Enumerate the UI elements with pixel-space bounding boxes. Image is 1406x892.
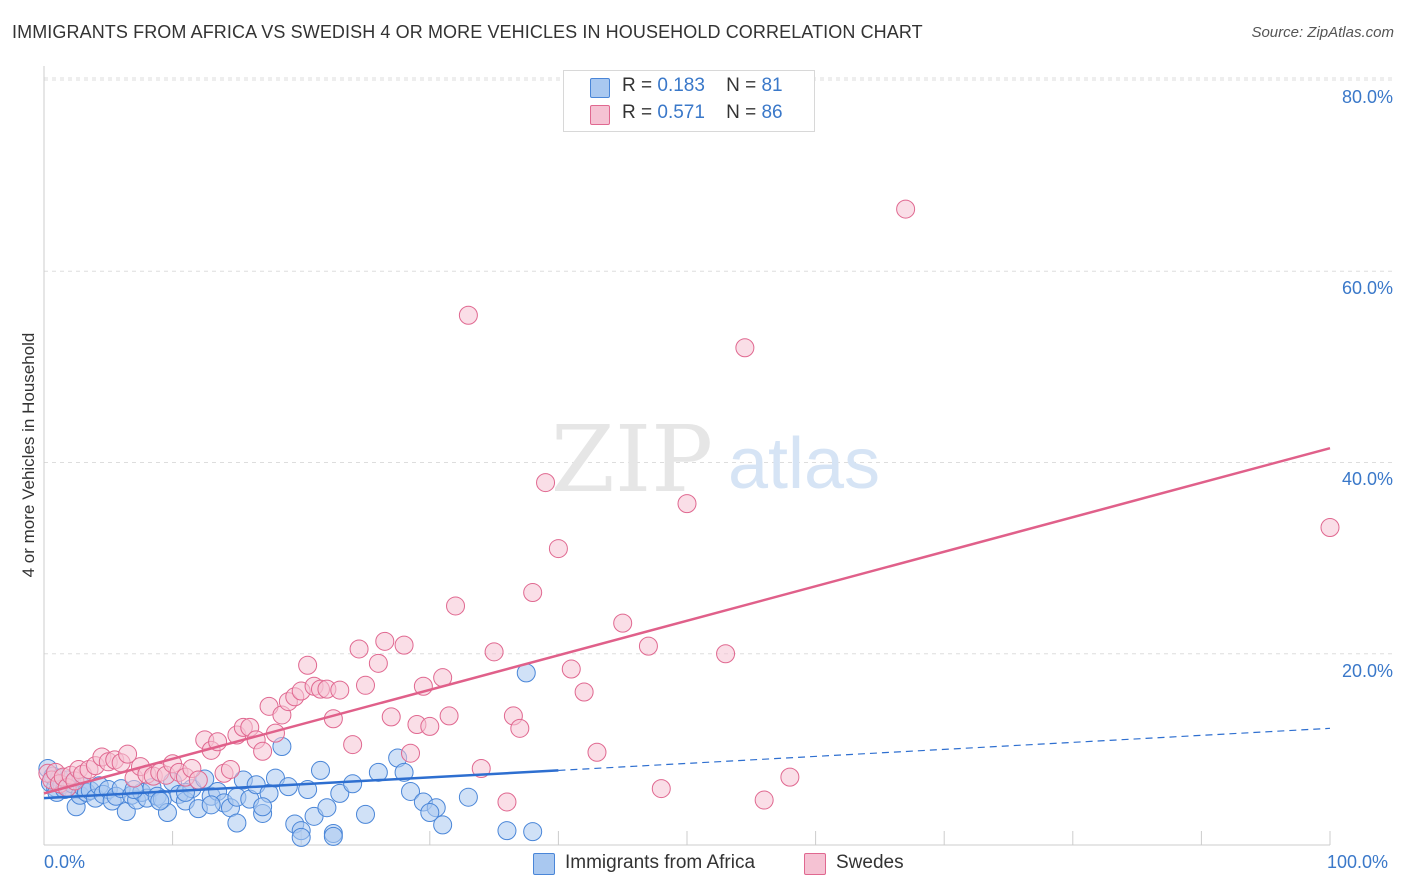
data-point [651,779,671,799]
data-point [433,815,453,835]
data-point [458,305,478,325]
data-point [484,642,504,662]
trend-line-africa [43,769,559,800]
data-point [291,827,311,847]
data-point [330,783,350,803]
watermark: ZIP atlas [551,406,880,513]
data-point [613,613,633,633]
trend-line-swedes [43,446,1331,795]
data-point [587,742,607,762]
data-point [735,338,755,358]
data-point [523,583,543,603]
series-swedes [38,199,1340,812]
legend-n-value: 86 [761,102,783,123]
data-point [523,822,543,842]
data-point [574,682,594,702]
data-point [497,821,517,841]
data-point [1320,518,1340,538]
data-point [548,539,568,559]
data-point [310,760,330,780]
trend-line-africa-extension [558,727,1331,772]
legend-swatch-pink [590,105,610,125]
data-point [458,787,478,807]
data-point [471,759,491,778]
data-point [401,743,421,763]
legend-swatch-blue [590,78,610,98]
data-point [510,718,530,738]
legend-r-value: 0.183 [657,75,705,96]
data-point [420,716,440,736]
data-point [561,659,581,679]
data-point [150,791,170,811]
data-point [227,813,247,833]
data-point [716,644,736,664]
legend-r-label: R = [622,75,653,96]
y-tick-label: 60.0% [1341,278,1393,298]
correlation-legend: R = 0.183 N = 81 R = 0.571 N = 86 [563,70,815,132]
data-point [638,636,658,656]
data-point [253,797,273,817]
y-tick-label: 20.0% [1341,661,1393,681]
watermark-atlas: atlas [728,424,880,504]
legend-swatch-pink [804,853,826,875]
x-tick-label-min: 0.0% [44,852,86,872]
legend-n-label: N = [726,75,757,96]
legend-n-value: 81 [761,75,783,96]
data-point [677,494,697,514]
data-point [381,707,401,727]
data-point [401,781,421,801]
data-point [343,774,363,794]
data-point [330,680,350,700]
trend-lines [43,446,1331,800]
data-point [201,795,221,815]
x-tick-label-max: 100.0% [1327,852,1389,872]
gridlines [44,77,1392,655]
chart-title: IMMIGRANTS FROM AFRICA VS SWEDISH 4 OR M… [12,22,923,42]
data-point [375,631,395,651]
data-point [356,675,375,695]
legend-label: Swedes [836,852,904,873]
y-tick-label: 80.0% [1341,87,1393,107]
data-point [754,790,774,810]
data-point [356,804,375,824]
legend-label: Immigrants from Africa [565,852,756,873]
data-point [278,777,298,797]
data-point [780,767,800,787]
data-point [368,653,388,673]
data-point [420,802,440,822]
y-axis-label: 4 or more Vehicles in Household [19,332,38,578]
data-point [188,770,208,790]
data-point [298,655,318,675]
y-tick-label: 40.0% [1341,469,1393,489]
data-point [446,596,466,616]
legend-r-value: 0.571 [657,102,705,123]
data-point [439,706,459,726]
source-label: Source: ZipAtlas.com [1251,24,1394,41]
axes [43,66,1331,846]
data-point [394,762,414,782]
legend-n-label: N = [726,102,757,123]
legend-swatch-blue [533,853,555,875]
data-point [394,635,414,655]
data-point [323,826,343,846]
data-point [349,639,369,659]
data-point [323,709,343,729]
data-point [896,199,916,219]
data-point [118,744,138,764]
data-point [253,741,273,761]
data-point [536,473,556,493]
data-point [497,792,517,812]
data-point [343,735,363,755]
data-point [317,798,337,818]
legend-r-label: R = [622,102,653,123]
data-point [220,759,240,779]
